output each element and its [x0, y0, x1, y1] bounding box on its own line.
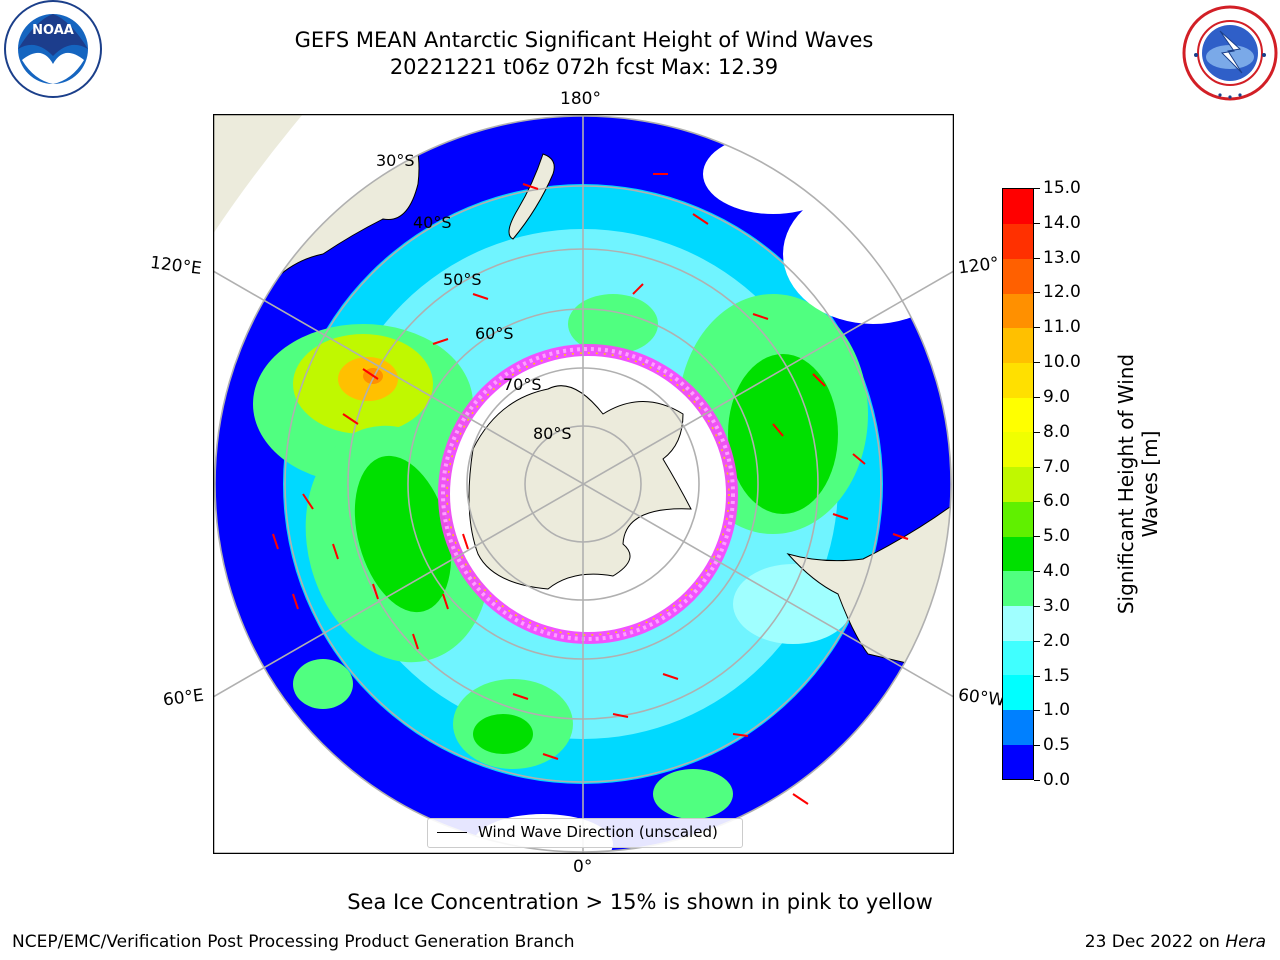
colorbar-segment	[1003, 189, 1033, 225]
map-title: GEFS MEAN Antarctic Significant Height o…	[294, 28, 874, 52]
lat-label-80s: 80°S	[533, 424, 572, 443]
colorbar-tick-mark	[1034, 780, 1040, 781]
colorbar-tick-mark	[1034, 466, 1040, 468]
lon-label-180: 180°	[560, 89, 601, 109]
colorbar-title: Significant Height of Wind Waves [m]	[1114, 354, 1162, 614]
colorbar-tick-mark	[1034, 571, 1040, 573]
lon-label-120e: 120°E	[148, 252, 203, 280]
colorbar-tick-label: 14.0	[1043, 212, 1081, 233]
lon-label-120w: 120°	[956, 253, 1001, 279]
colorbar	[1002, 188, 1034, 780]
colorbar-tick-label: 6.0	[1043, 491, 1071, 512]
colorbar-tick-mark	[1034, 292, 1040, 294]
colorbar-tick-mark	[1034, 710, 1040, 712]
lat-label-70s: 70°S	[503, 375, 542, 394]
colorbar-tick-mark	[1034, 501, 1040, 503]
colorbar-tick-label: 4.0	[1043, 561, 1071, 582]
colorbar-segment	[1003, 397, 1033, 433]
lon-label-0: 0°	[573, 857, 593, 877]
colorbar-tick-label: 1.0	[1043, 700, 1071, 721]
colorbar-tick-label: 8.0	[1043, 421, 1071, 442]
colorbar-tick-label: 3.0	[1043, 595, 1071, 616]
colorbar-tick-label: 1.5	[1043, 665, 1071, 686]
lon-label-60e: 60°E	[161, 685, 205, 711]
colorbar-segment	[1003, 570, 1033, 606]
colorbar-tick-label: 2.0	[1043, 630, 1071, 651]
polar-map-svg	[213, 114, 954, 854]
sea-ice-note: Sea Ice Concentration > 15% is shown in …	[347, 890, 933, 914]
colorbar-tick-mark	[1034, 640, 1040, 642]
nws-logo	[1180, 5, 1280, 101]
colorbar-segment	[1003, 709, 1033, 745]
colorbar-segment	[1003, 605, 1033, 641]
colorbar-tick-label: 11.0	[1043, 317, 1081, 338]
legend-label: Wind Wave Direction (unscaled)	[478, 823, 718, 841]
polar-map	[213, 114, 954, 854]
footer-date: 23 Dec 2022 on Hera	[1085, 932, 1266, 952]
lat-label-30s: 30°S	[376, 151, 415, 170]
lat-label-60s: 60°S	[475, 324, 514, 343]
colorbar-title-line2: Waves [m]	[1138, 430, 1162, 538]
colorbar-tick-mark	[1034, 362, 1040, 364]
colorbar-tick-label: 15.0	[1043, 178, 1081, 198]
antarctica	[468, 385, 692, 590]
colorbar-tick-label: 0.0	[1043, 770, 1071, 790]
colorbar-tick-mark	[1034, 188, 1040, 189]
map-legend: Wind Wave Direction (unscaled)	[427, 818, 743, 848]
colorbar-tick-mark	[1034, 605, 1040, 607]
lat-label-40s: 40°S	[413, 213, 452, 232]
south-america	[786, 503, 951, 675]
colorbar-tick-label: 9.0	[1043, 386, 1071, 407]
new-zealand	[508, 153, 555, 240]
graticule	[213, 114, 954, 854]
wind-wave-arrows	[272, 173, 909, 805]
colorbar-tick-mark	[1034, 396, 1040, 398]
colorbar-segment	[1003, 327, 1033, 364]
colorbar-tick-label: 0.5	[1043, 735, 1071, 756]
colorbar-segment	[1003, 431, 1033, 468]
colorbar-tick-label: 12.0	[1043, 282, 1081, 303]
footer-machine: Hera	[1225, 932, 1266, 952]
colorbar-tick-label: 5.0	[1043, 526, 1071, 547]
svg-text:NOAA: NOAA	[32, 23, 74, 38]
colorbar-segment	[1003, 674, 1033, 711]
colorbar-segment	[1003, 536, 1033, 572]
colorbar-tick-mark	[1034, 431, 1040, 433]
colorbar-tick-mark	[1034, 257, 1040, 259]
colorbar-segment	[1003, 293, 1033, 329]
colorbar-tick-mark	[1034, 675, 1040, 677]
colorbar-segment	[1003, 258, 1033, 294]
colorbar-segment	[1003, 744, 1033, 780]
colorbar-segment	[1003, 362, 1033, 398]
colorbar-segment	[1003, 466, 1033, 502]
colorbar-title-line1: Significant Height of Wind	[1114, 353, 1138, 615]
legend-line-swatch	[437, 832, 467, 833]
lon-label-60w: 60°W	[956, 685, 1006, 711]
colorbar-tick-label: 7.0	[1043, 456, 1071, 477]
lat-label-50s: 50°S	[443, 270, 482, 289]
colorbar-segment	[1003, 223, 1033, 259]
colorbar-tick-label: 13.0	[1043, 247, 1081, 268]
map-subtitle: 20221221 t06z 072h fcst Max: 12.39	[389, 55, 779, 79]
colorbar-tick-mark	[1034, 536, 1040, 538]
colorbar-tick-mark	[1034, 745, 1040, 747]
colorbar-tick-mark	[1034, 222, 1040, 224]
colorbar-tick-label: 10.0	[1043, 352, 1081, 373]
colorbar-segment	[1003, 640, 1033, 676]
colorbar-tick-mark	[1034, 327, 1040, 329]
colorbar-segment	[1003, 501, 1033, 537]
noaa-logo: NOAA	[2, 0, 104, 100]
footer-date-text: 23 Dec 2022 on	[1084, 932, 1220, 952]
footer-credit: NCEP/EMC/Verification Post Processing Pr…	[12, 932, 575, 952]
